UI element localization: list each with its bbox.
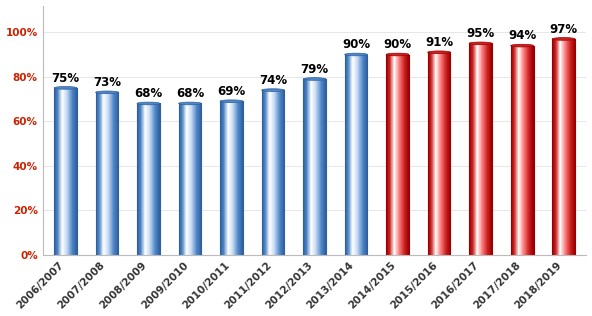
- Ellipse shape: [137, 102, 160, 105]
- Text: 90%: 90%: [342, 38, 370, 51]
- Text: 94%: 94%: [508, 29, 536, 42]
- Ellipse shape: [469, 42, 492, 45]
- Ellipse shape: [54, 87, 77, 89]
- Text: 68%: 68%: [134, 87, 163, 100]
- Text: 69%: 69%: [217, 85, 246, 98]
- Ellipse shape: [386, 53, 409, 56]
- Ellipse shape: [303, 78, 326, 80]
- Ellipse shape: [179, 102, 201, 105]
- Text: 68%: 68%: [176, 87, 204, 100]
- Ellipse shape: [262, 89, 285, 91]
- Text: 90%: 90%: [384, 38, 411, 51]
- Text: 74%: 74%: [259, 74, 287, 87]
- Text: 95%: 95%: [466, 27, 495, 40]
- Ellipse shape: [95, 91, 118, 94]
- Ellipse shape: [220, 100, 243, 103]
- Text: 73%: 73%: [93, 76, 121, 89]
- Ellipse shape: [427, 51, 451, 54]
- Text: 91%: 91%: [425, 36, 453, 49]
- Ellipse shape: [552, 38, 575, 40]
- Text: 79%: 79%: [301, 63, 329, 76]
- Text: 75%: 75%: [52, 71, 79, 85]
- Ellipse shape: [345, 53, 368, 56]
- Text: 97%: 97%: [549, 22, 578, 36]
- Ellipse shape: [511, 44, 533, 47]
